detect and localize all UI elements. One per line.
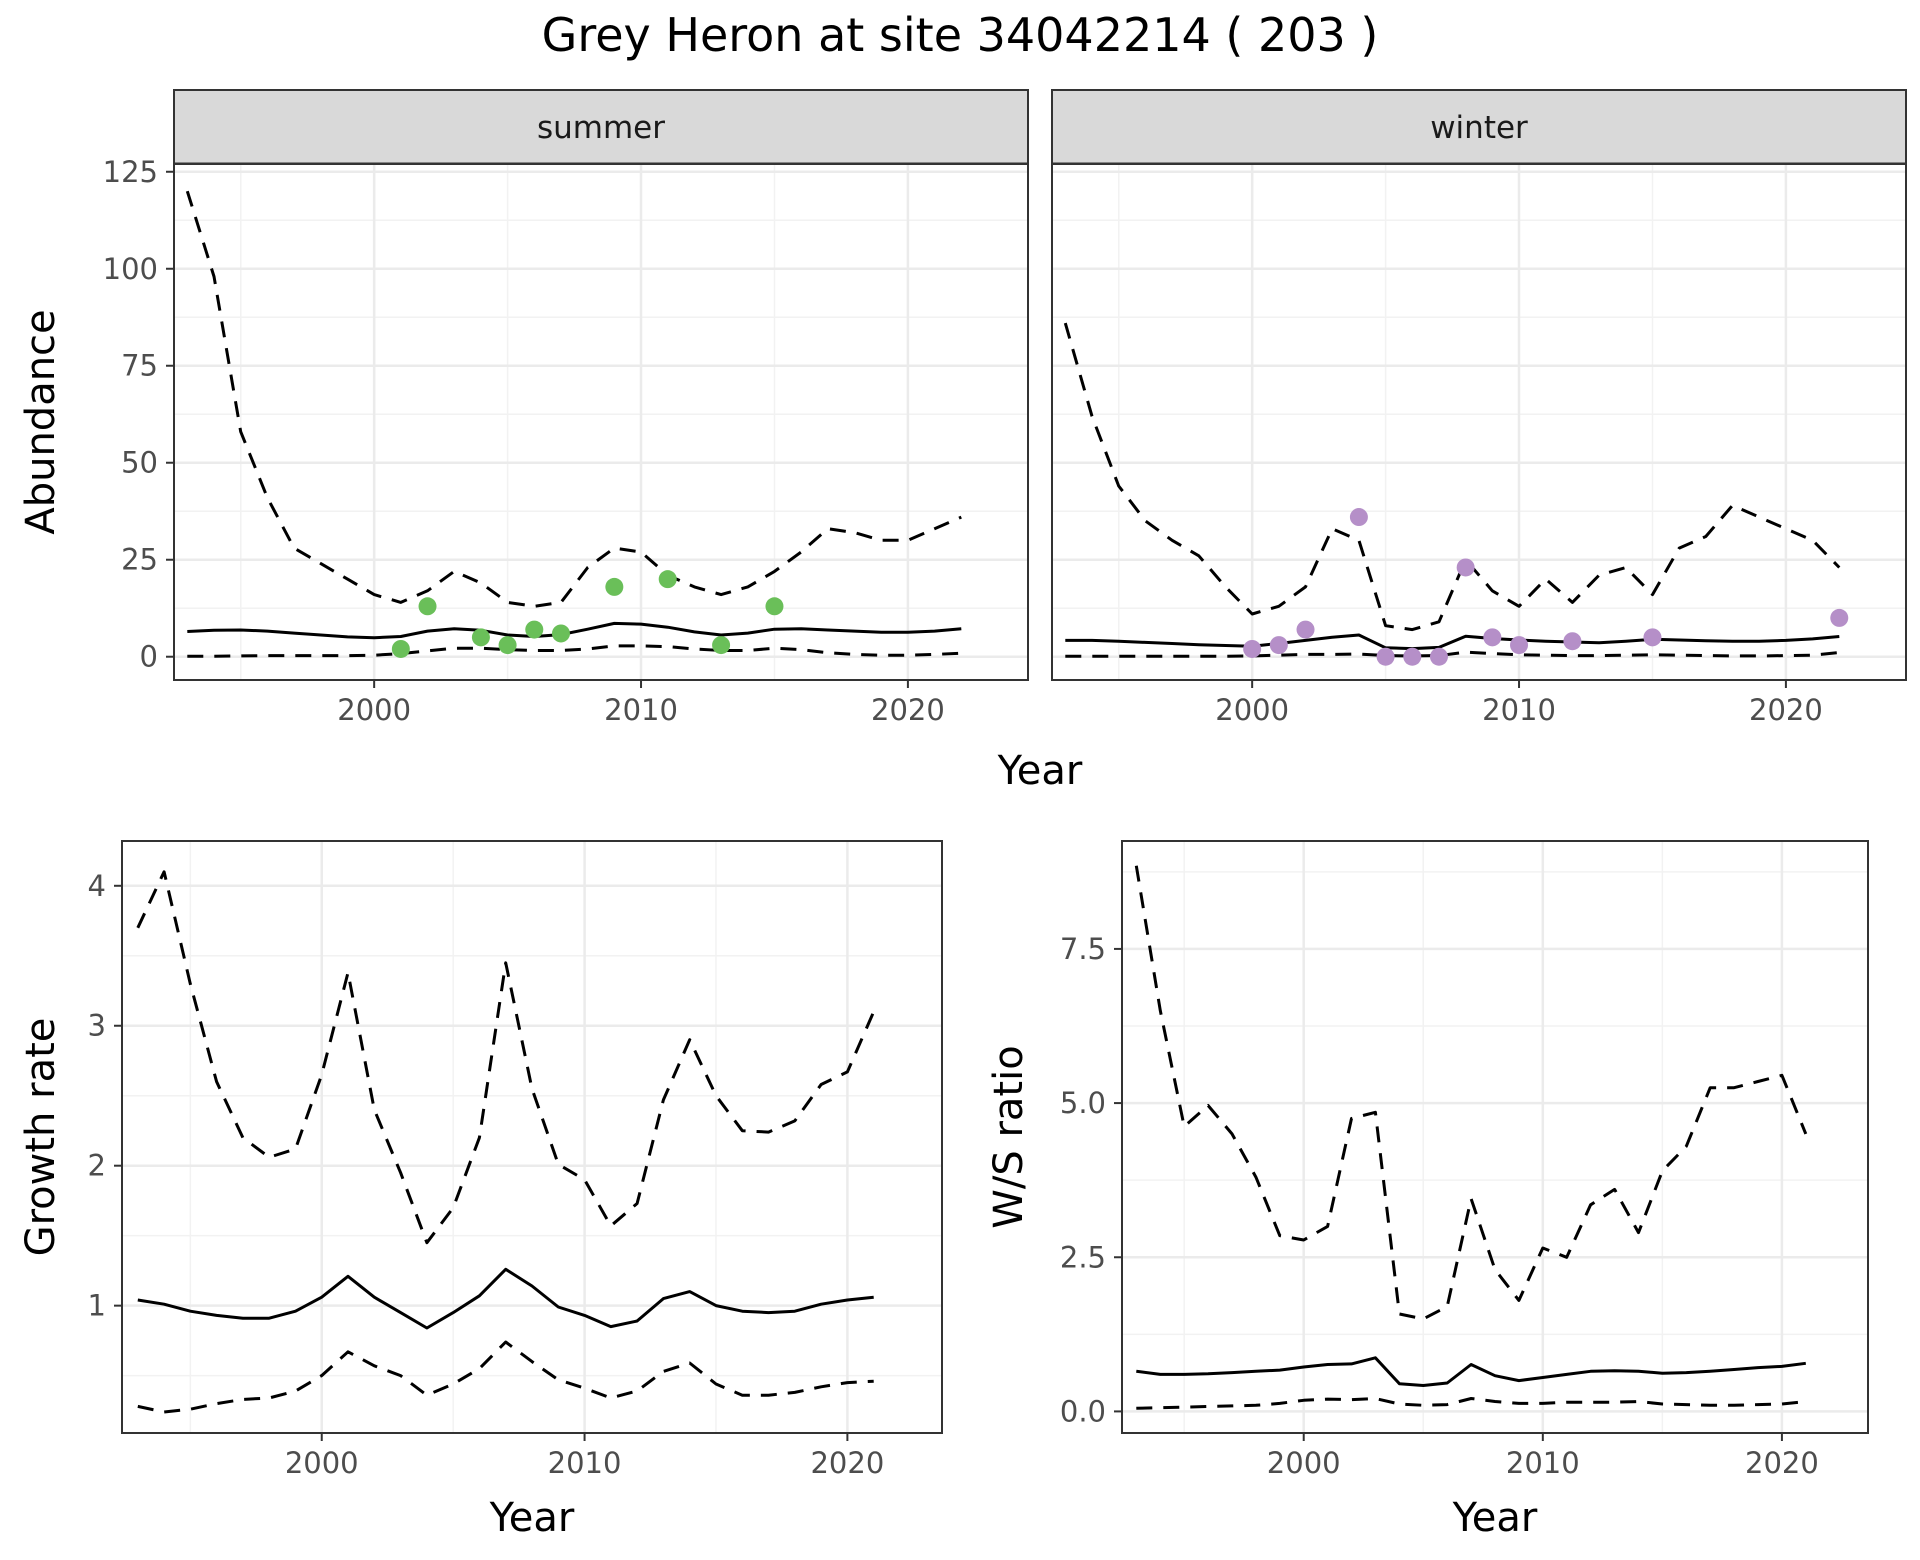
observed-point — [1349, 508, 1368, 527]
observed-point — [1830, 608, 1849, 627]
observed-point — [712, 636, 731, 655]
observed-point — [471, 628, 490, 647]
y-tick-label: 1 — [88, 1289, 106, 1323]
observed-point — [1269, 636, 1288, 655]
observed-point — [1643, 628, 1662, 647]
y-axis-title: W/S ratio — [986, 1045, 1032, 1228]
facet-strip — [173, 89, 1029, 165]
observed-point — [1429, 647, 1448, 666]
observed-point — [551, 624, 570, 643]
x-axis-title: Year — [1452, 1495, 1538, 1541]
series-upper-line — [1063, 322, 1841, 632]
x-tick-label: 2010 — [548, 1446, 622, 1480]
x-tick-label: 2020 — [810, 1446, 884, 1480]
chart-title: Grey Heron at site 34042214 ( 203 ) — [541, 8, 1379, 62]
series-fit-line — [1136, 1356, 1806, 1387]
observed-point — [1483, 628, 1502, 647]
y-tick-label: 100 — [103, 252, 158, 286]
x-tick-label: 2010 — [1506, 1446, 1580, 1480]
y-axis-title: Abundance — [18, 309, 64, 534]
panel-border — [1051, 163, 1907, 681]
series-upper-line — [136, 870, 876, 1245]
x-tick-label: 2020 — [871, 693, 945, 727]
observed-point — [1403, 647, 1422, 666]
panel-growth-rate: 2000 2010 2020 1 2 3 4 Growth rate Year — [18, 840, 943, 1541]
panel-winter-abundance: winter 2000 2010 2020 — [1051, 89, 1907, 727]
observed-point — [1563, 632, 1582, 651]
panel-border — [1121, 840, 1869, 1434]
series-lower-line — [137, 1340, 874, 1414]
y-tick-label: 2 — [88, 1149, 106, 1183]
y-tick-label: 5.0 — [1060, 1086, 1106, 1120]
y-tick-label: 125 — [103, 155, 158, 189]
panel-border — [173, 163, 1029, 681]
y-tick-label: 4 — [88, 869, 106, 903]
y-tick-label: 3 — [88, 1009, 106, 1043]
facet-strip — [1051, 89, 1907, 165]
series-lower-line — [1136, 1397, 1806, 1410]
plot-background — [174, 164, 1028, 680]
x-axis-title-top: Year — [997, 748, 1083, 794]
observed-point — [1376, 647, 1395, 666]
observed-point — [1456, 558, 1475, 577]
y-axis-title: Growth rate — [18, 1018, 64, 1257]
series-lower-line — [1065, 650, 1840, 658]
series-upper-line — [185, 190, 962, 608]
y-tick-label: 50 — [121, 446, 158, 480]
y-tick-label: 75 — [121, 349, 158, 383]
y-tick-label: 25 — [121, 543, 158, 577]
series-lower-line — [187, 644, 962, 658]
observed-point — [1243, 639, 1262, 658]
facet-strip-label: winter — [1430, 110, 1528, 146]
x-tick-label: 2000 — [1267, 1446, 1341, 1480]
observed-point — [498, 636, 517, 655]
facet-strip-label: summer — [537, 110, 665, 146]
observed-point — [391, 639, 410, 658]
x-tick-label: 2020 — [1745, 1446, 1819, 1480]
panel-summer-abundance: summer 2000 2010 2020 0 25 50 75 100 125 Abundance — [18, 89, 1029, 727]
y-tick-label: 0 — [140, 640, 158, 674]
observed-point — [605, 577, 624, 596]
x-tick-label: 2000 — [1215, 693, 1289, 727]
series-fit-line — [187, 621, 962, 640]
observed-point — [418, 597, 437, 616]
observed-point — [765, 597, 784, 616]
observed-point — [1296, 620, 1315, 639]
plot-background — [122, 841, 942, 1433]
x-tick-label: 2000 — [285, 1446, 359, 1480]
y-tick-label: 0.0 — [1060, 1394, 1106, 1428]
observed-point — [1510, 636, 1529, 655]
series-fit-line — [1065, 633, 1840, 651]
observed-point — [658, 570, 677, 589]
y-tick-label: 7.5 — [1060, 932, 1106, 966]
observed-point — [525, 620, 544, 639]
panel-border — [121, 840, 943, 1434]
plot-background — [1052, 164, 1906, 680]
series-fit-line — [137, 1267, 874, 1330]
x-tick-label: 2000 — [337, 693, 411, 727]
x-axis-title: Year — [489, 1495, 575, 1541]
y-tick-label: 2.5 — [1060, 1240, 1106, 1274]
panel-ws-ratio: 2000 2010 2020 0.0 2.5 5.0 7.5 W/S ratio Year — [986, 840, 1869, 1541]
x-tick-label: 2010 — [1482, 693, 1556, 727]
x-tick-label: 2020 — [1749, 693, 1823, 727]
x-tick-label: 2010 — [604, 693, 678, 727]
